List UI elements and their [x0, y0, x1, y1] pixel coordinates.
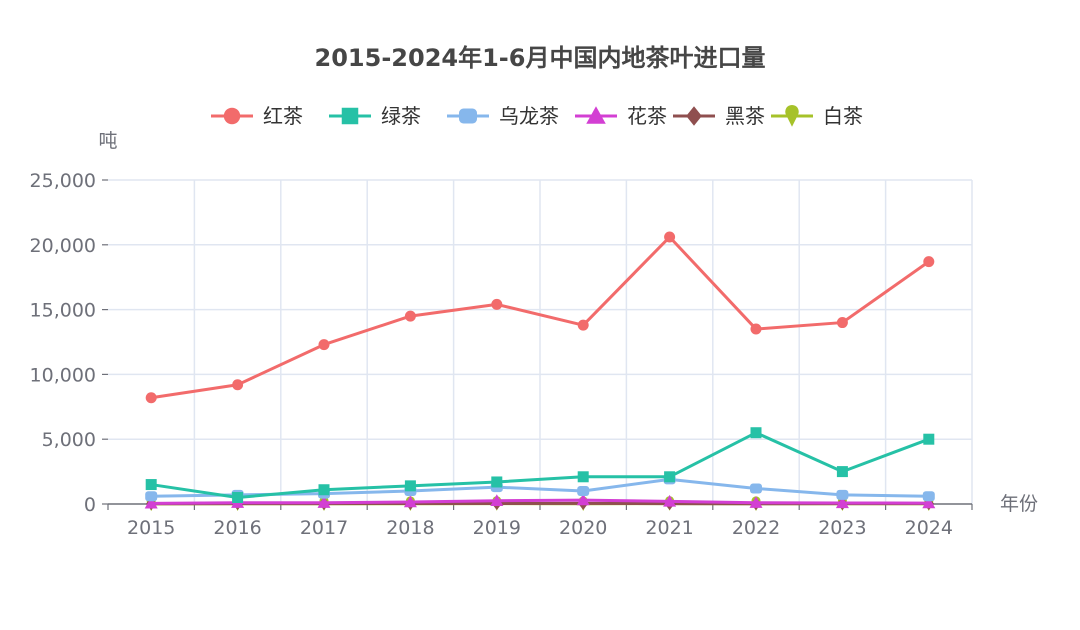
x-tick-label: 2020: [559, 517, 607, 539]
legend-label: 花茶: [627, 104, 667, 128]
data-point[interactable]: [232, 492, 244, 504]
legend-marker[interactable]: [785, 104, 799, 127]
series-3: [144, 493, 936, 509]
data-point[interactable]: [835, 496, 849, 509]
data-point[interactable]: [145, 491, 158, 502]
series-0: [145, 231, 935, 404]
x-tick-label: 2021: [645, 517, 693, 539]
data-point[interactable]: [317, 496, 331, 508]
legend-marker[interactable]: [586, 106, 606, 124]
legend-label: 绿茶: [381, 104, 421, 128]
y-axis-name: 吨: [98, 130, 117, 152]
data-point[interactable]: [664, 471, 676, 483]
legend-item[interactable]: 乌龙茶: [447, 104, 559, 128]
series-lines: [144, 231, 936, 512]
legend-item[interactable]: 红茶: [211, 104, 303, 128]
x-tick-label: 2019: [473, 517, 521, 539]
data-point[interactable]: [577, 471, 589, 483]
data-point[interactable]: [922, 491, 935, 502]
series-1: [145, 427, 935, 504]
data-point[interactable]: [404, 480, 416, 492]
x-tick-label: 2022: [732, 517, 780, 539]
legend-marker[interactable]: [223, 107, 241, 125]
legend-marker[interactable]: [459, 108, 477, 124]
data-point[interactable]: [923, 433, 935, 445]
y-tick-label: 0: [84, 494, 96, 516]
data-point[interactable]: [577, 486, 590, 497]
legend-label: 乌龙茶: [499, 104, 559, 128]
data-point[interactable]: [144, 496, 158, 509]
legend-item[interactable]: 黑茶: [673, 104, 765, 128]
legend-label: 黑茶: [725, 104, 765, 128]
y-tick-label: 25,000: [30, 170, 96, 192]
series-line: [150, 235, 930, 400]
data-point[interactable]: [750, 323, 762, 335]
y-tick-label: 15,000: [30, 300, 96, 322]
data-point[interactable]: [836, 466, 848, 478]
legend-item[interactable]: 花茶: [575, 104, 667, 128]
data-point[interactable]: [318, 484, 330, 496]
legend-marker[interactable]: [341, 107, 359, 125]
data-point[interactable]: [491, 476, 503, 488]
data-point[interactable]: [750, 483, 762, 494]
legend-marker[interactable]: [686, 106, 702, 126]
x-tick-label: 2023: [818, 517, 866, 539]
data-point[interactable]: [145, 479, 157, 491]
data-point[interactable]: [664, 231, 676, 243]
x-tick-label: 2015: [127, 517, 175, 539]
data-point[interactable]: [750, 427, 762, 439]
data-point[interactable]: [749, 496, 763, 508]
chart-title: 2015-2024年1-6月中国内地茶叶进口量: [314, 44, 766, 72]
y-tick-label: 5,000: [42, 429, 96, 451]
x-tick-label: 2017: [300, 517, 348, 539]
axes: 吨 年份 0 5,000 10,000 15,000 20,000 25,000 2015 2…: [30, 130, 1039, 539]
x-tick-label: 2018: [386, 517, 434, 539]
legend-label: 白茶: [823, 104, 863, 128]
data-point[interactable]: [145, 392, 157, 404]
data-point[interactable]: [836, 317, 848, 329]
legend-label: 红茶: [263, 104, 303, 128]
y-tick-label: 20,000: [30, 235, 96, 257]
data-point[interactable]: [232, 379, 244, 391]
data-point[interactable]: [491, 298, 503, 310]
data-point[interactable]: [663, 494, 677, 507]
data-point[interactable]: [404, 310, 416, 322]
series-line: [151, 498, 929, 505]
data-point[interactable]: [923, 256, 935, 268]
legend-item[interactable]: 绿茶: [329, 104, 421, 128]
data-point[interactable]: [403, 495, 417, 508]
legend-item[interactable]: 白茶: [771, 104, 863, 128]
x-tick-label: 2024: [905, 517, 953, 539]
x-axis-name: 年份: [1000, 493, 1038, 515]
data-point[interactable]: [922, 496, 936, 509]
data-point[interactable]: [577, 319, 589, 331]
data-point[interactable]: [576, 493, 590, 506]
data-point[interactable]: [490, 494, 504, 506]
data-point[interactable]: [318, 339, 330, 351]
series-line: [150, 431, 930, 500]
y-tick-label: 10,000: [30, 364, 96, 386]
data-point[interactable]: [836, 489, 849, 500]
x-tick-label: 2016: [213, 517, 261, 539]
grid-lines: [108, 179, 973, 504]
legend[interactable]: 红茶 绿茶 乌龙茶 花茶 黑茶 白茶: [211, 104, 863, 128]
